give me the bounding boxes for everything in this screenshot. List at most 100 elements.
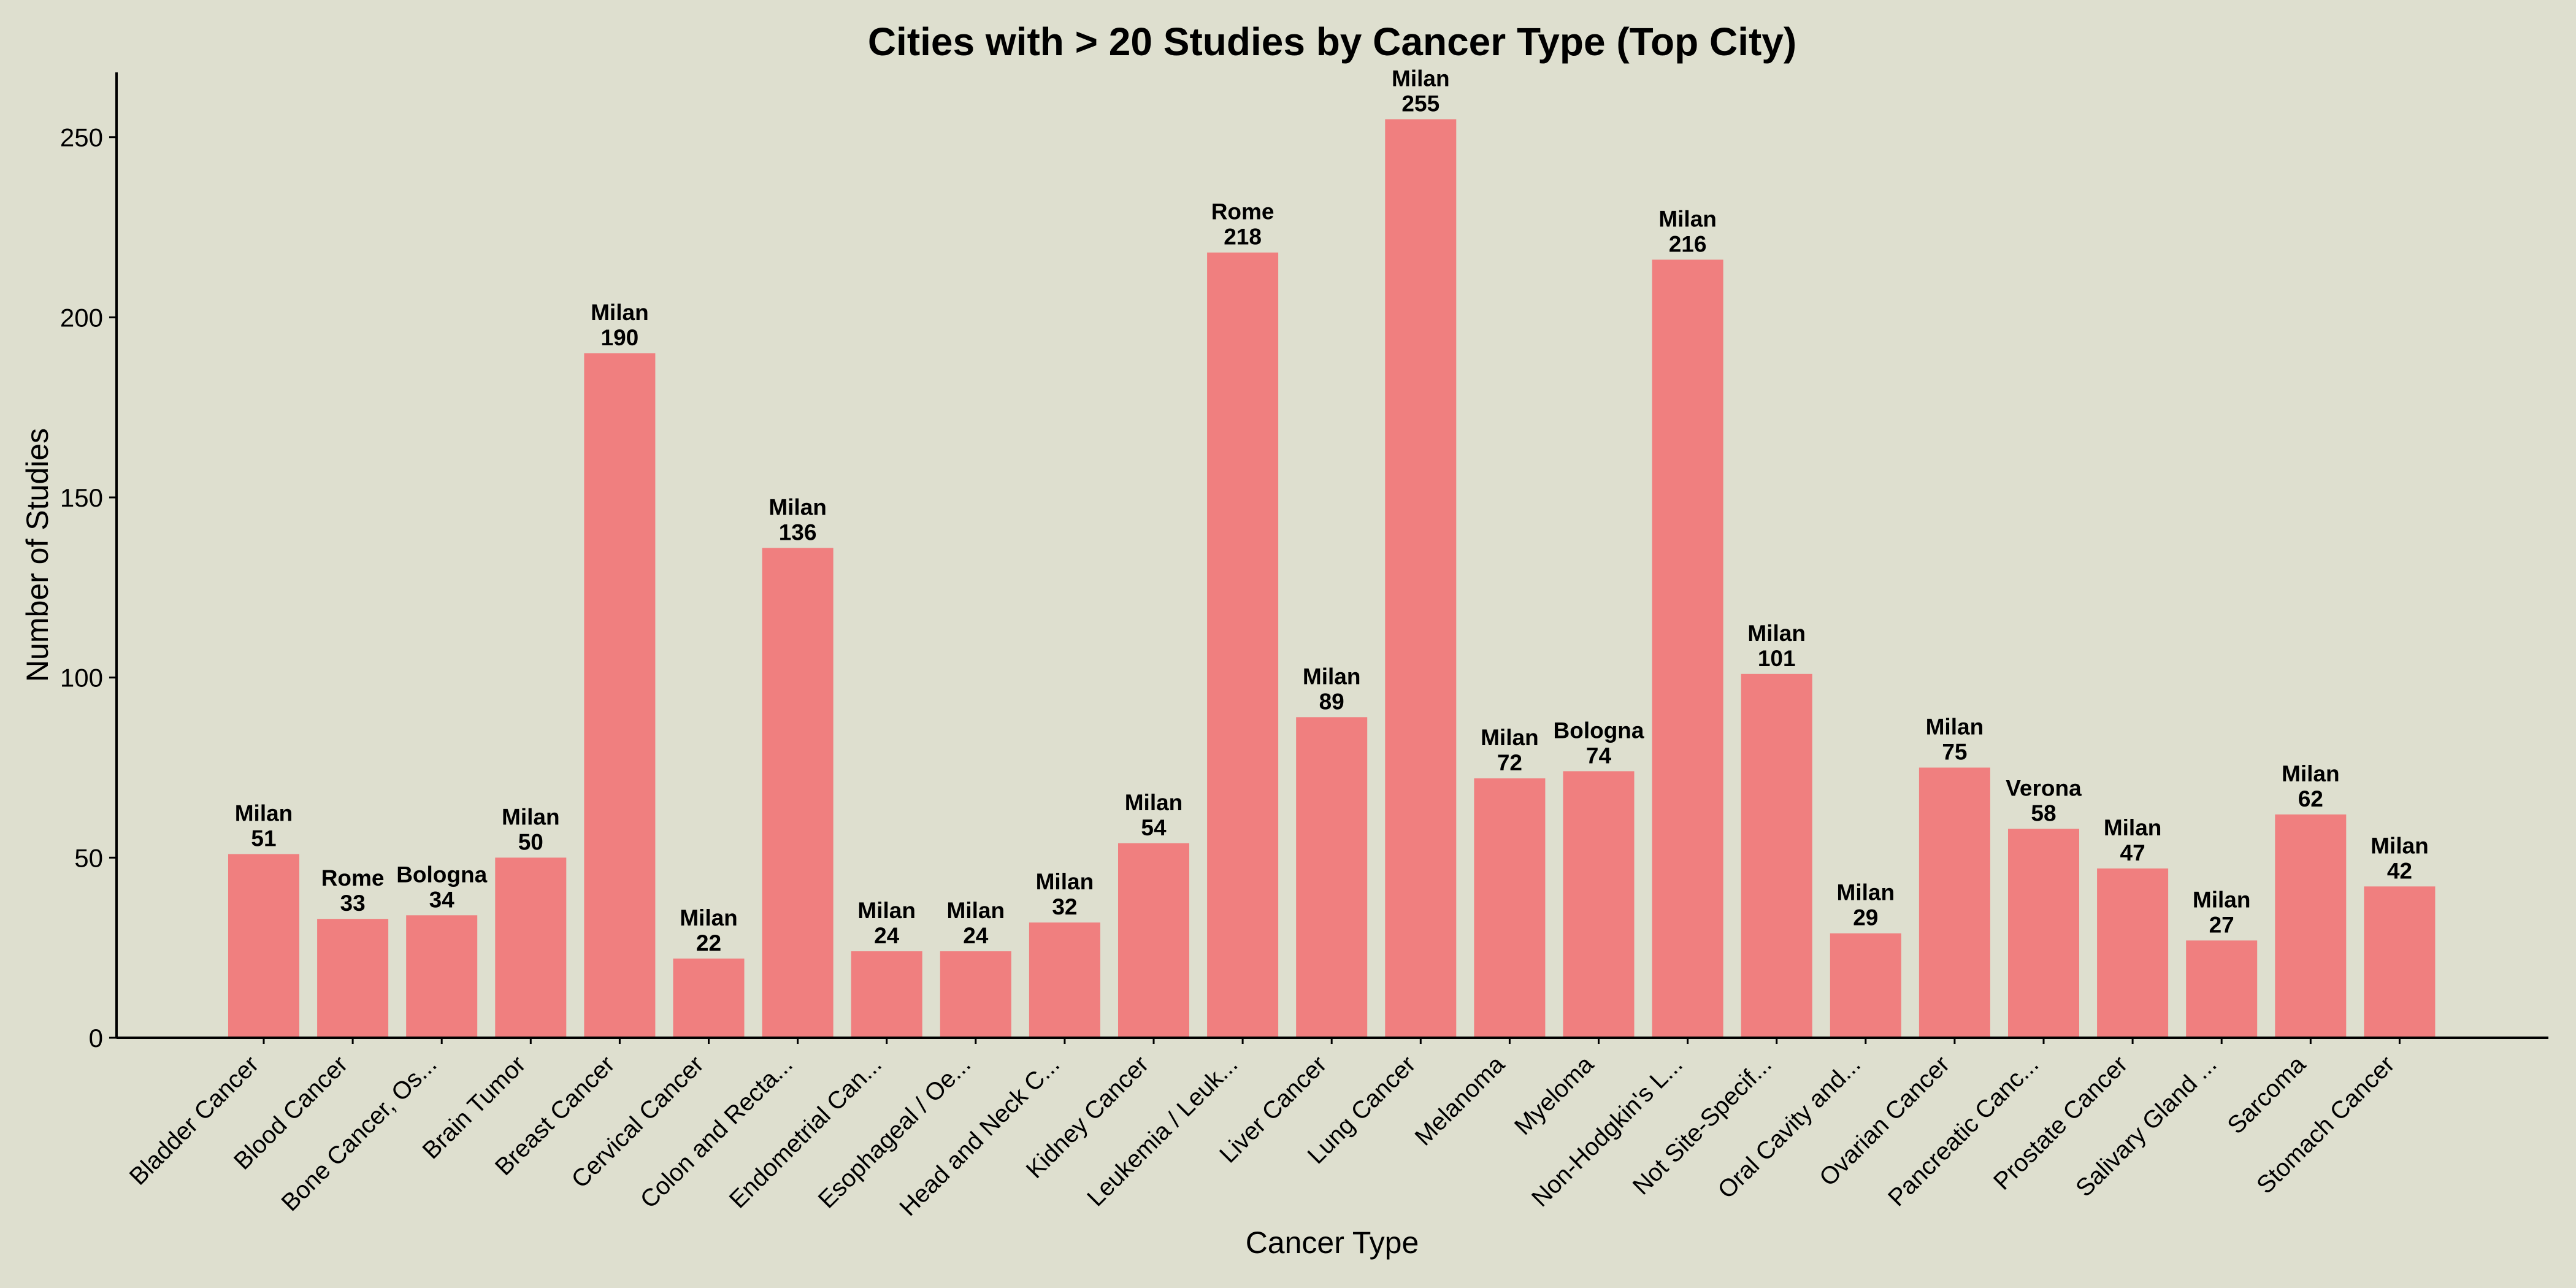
y-tick-label: 0 bbox=[89, 1024, 103, 1052]
bar-city-label: Milan bbox=[1481, 725, 1539, 750]
bar bbox=[851, 951, 922, 1038]
bar-city-label: Milan bbox=[1747, 621, 1806, 646]
bar-value-label: 50 bbox=[518, 829, 543, 854]
bars-layer bbox=[228, 119, 2436, 1038]
bar-city-label: Verona bbox=[2006, 775, 2082, 800]
x-tick-label: Bone Cancer, Os... bbox=[276, 1051, 442, 1216]
bar bbox=[228, 854, 299, 1038]
bar bbox=[1830, 933, 1901, 1038]
bar bbox=[1741, 673, 1812, 1038]
x-tick-label: Non-Hodgkin's L... bbox=[1527, 1051, 1688, 1212]
bar-city-label: Bologna bbox=[396, 862, 487, 887]
bar-city-label: Rome bbox=[321, 865, 385, 891]
bar-city-label: Milan bbox=[1392, 66, 1450, 91]
bar-city-label: Milan bbox=[947, 898, 1005, 923]
bar-city-label: Milan bbox=[2282, 761, 2340, 786]
bar-city-label: Bologna bbox=[1554, 718, 1644, 743]
bar-city-label: Milan bbox=[1125, 790, 1183, 815]
bar bbox=[1652, 259, 1723, 1038]
x-tick-label: Endometrial Can... bbox=[724, 1051, 887, 1213]
chart-title: Cities with > 20 Studies by Cancer Type … bbox=[868, 20, 1796, 64]
bar bbox=[1029, 922, 1100, 1038]
bar-value-label: 42 bbox=[2387, 858, 2412, 883]
bar-value-label: 101 bbox=[1758, 646, 1796, 671]
x-tick-label: Head and Neck C... bbox=[894, 1051, 1065, 1221]
x-tick-label: Esophageal / Oe... bbox=[813, 1051, 976, 1213]
bar-city-label: Milan bbox=[1303, 664, 1361, 689]
x-tick-label: Myeloma bbox=[1509, 1051, 1599, 1140]
bar bbox=[2186, 940, 2258, 1038]
bar-city-label: Rome bbox=[1211, 199, 1275, 224]
bar-value-label: 54 bbox=[1141, 815, 1167, 840]
bar-value-label: 255 bbox=[1401, 91, 1439, 116]
bar-city-label: Milan bbox=[591, 300, 649, 325]
bar-city-label: Milan bbox=[2371, 833, 2429, 858]
bar-value-label: 34 bbox=[429, 887, 455, 912]
bar-city-label: Milan bbox=[2104, 815, 2162, 840]
bar bbox=[2364, 886, 2436, 1038]
bar-value-label: 89 bbox=[1319, 689, 1344, 714]
bar-value-label: 32 bbox=[1052, 894, 1077, 919]
bar-value-label: 72 bbox=[1497, 750, 1522, 775]
bar-city-label: Milan bbox=[769, 494, 827, 519]
bar bbox=[940, 951, 1011, 1038]
x-tick-label: Melanoma bbox=[1410, 1051, 1511, 1151]
bar-value-label: 24 bbox=[963, 923, 989, 948]
bar bbox=[1563, 771, 1635, 1038]
bar-value-label: 58 bbox=[2031, 800, 2056, 826]
bar bbox=[1296, 717, 1368, 1038]
x-axis-label: Cancer Type bbox=[1246, 1225, 1419, 1260]
y-axis-label: Number of Studies bbox=[20, 428, 55, 682]
x-tick-label: Colon and Recta... bbox=[635, 1051, 798, 1213]
bar-value-label: 22 bbox=[696, 930, 721, 956]
bar-value-label: 62 bbox=[2298, 786, 2323, 811]
bar-city-label: Milan bbox=[1837, 880, 1895, 905]
bar-value-label: 24 bbox=[874, 923, 900, 948]
bar-city-label: Milan bbox=[1658, 206, 1717, 231]
bar-value-label: 27 bbox=[2209, 912, 2234, 937]
x-tick-label: Sarcoma bbox=[2222, 1051, 2311, 1140]
bar-city-label: Milan bbox=[857, 898, 916, 923]
bar bbox=[495, 857, 567, 1038]
data-labels-layer: Milan51Rome33Bologna34Milan50Milan190Mil… bbox=[235, 66, 2429, 955]
bar-value-label: 29 bbox=[1853, 905, 1878, 930]
bar bbox=[762, 548, 834, 1038]
bar bbox=[406, 915, 478, 1038]
bar-city-label: Milan bbox=[1926, 715, 1984, 740]
y-tick-label: 100 bbox=[60, 664, 103, 692]
bar-value-label: 47 bbox=[2120, 840, 2145, 865]
x-tick-label: Leukemia / Leuk... bbox=[1082, 1051, 1243, 1211]
bar bbox=[673, 958, 745, 1038]
bar-value-label: 218 bbox=[1224, 224, 1262, 250]
bar-city-label: Milan bbox=[680, 905, 738, 930]
bar-city-label: Milan bbox=[235, 801, 293, 826]
bar-value-label: 74 bbox=[1586, 743, 1612, 768]
bar bbox=[2097, 868, 2169, 1038]
bar bbox=[1474, 778, 1546, 1038]
bar-value-label: 51 bbox=[251, 826, 276, 851]
y-tick-label: 50 bbox=[74, 843, 103, 872]
bar-value-label: 75 bbox=[1942, 740, 1967, 765]
bar-value-label: 136 bbox=[779, 519, 817, 545]
y-tick-label: 250 bbox=[60, 123, 103, 152]
bar-value-label: 216 bbox=[1669, 231, 1707, 256]
y-tick-label: 150 bbox=[60, 483, 103, 512]
bar bbox=[1118, 843, 1189, 1038]
bar bbox=[2008, 829, 2079, 1038]
bar bbox=[1919, 767, 1990, 1038]
bar-city-label: Milan bbox=[1036, 869, 1094, 894]
bar bbox=[584, 353, 656, 1038]
bar bbox=[1385, 119, 1457, 1038]
bar bbox=[1207, 252, 1279, 1038]
bar-city-label: Milan bbox=[502, 804, 560, 829]
bar-value-label: 190 bbox=[601, 325, 639, 350]
bar bbox=[317, 919, 389, 1038]
y-tick-label: 200 bbox=[60, 303, 103, 332]
x-tick-label: Pancreatic Canc... bbox=[1883, 1051, 2044, 1211]
bar-city-label: Milan bbox=[2193, 887, 2251, 912]
bar bbox=[2275, 814, 2347, 1038]
bar-value-label: 33 bbox=[340, 891, 366, 916]
